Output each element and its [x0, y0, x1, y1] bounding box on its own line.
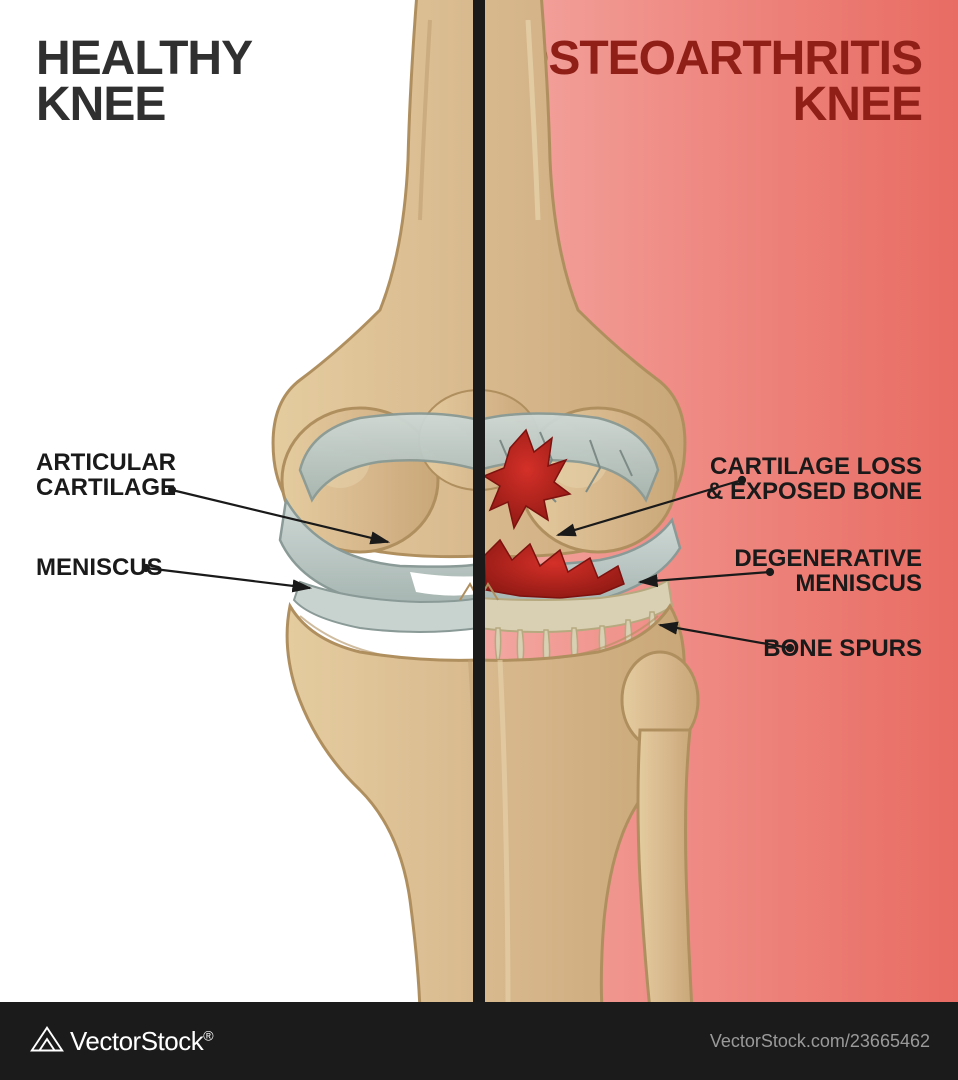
footer-bar: VectorStock® VectorStock.com/23665462: [0, 1002, 958, 1080]
diagram-canvas: HEALTHY KNEE OSTEOARTHRITIS KNEE ARTICUL…: [0, 0, 958, 1002]
logo-mark-icon: [28, 1022, 66, 1060]
brand-name: VectorStock®: [70, 1026, 213, 1057]
brand-text: VectorStock: [70, 1026, 203, 1056]
brand-suffix: ®: [203, 1027, 213, 1043]
image-id: VectorStock.com/23665462: [710, 1031, 930, 1052]
center-divider: [473, 0, 485, 1002]
brand-logo: VectorStock®: [28, 1022, 213, 1060]
